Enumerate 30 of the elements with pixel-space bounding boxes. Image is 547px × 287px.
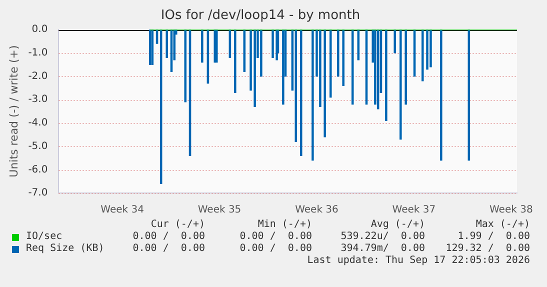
- text: 1.99 / 0.00: [458, 231, 530, 243]
- x-tick-label: Week 36: [295, 204, 338, 216]
- y-axis-title: Units read (-) / write (+): [7, 45, 20, 178]
- x-tick-label: Week 34: [100, 204, 144, 216]
- text: 0.00 / 0.00: [240, 243, 312, 255]
- text: 539.22u/ 0.00: [340, 231, 425, 243]
- y-tick-label: -5.0: [28, 140, 48, 152]
- text: 129.32 / 0.00: [446, 243, 530, 255]
- text: 0.00 / 0.00: [132, 231, 205, 243]
- text: 0.00 / 0.00: [240, 231, 312, 243]
- x-tick-label: Week 38: [490, 204, 533, 216]
- y-tick-label: -6.0: [28, 164, 48, 176]
- x-tick-label: Week 35: [198, 204, 242, 216]
- y-tick-label: -7.0: [28, 188, 48, 199]
- text: Max (-/+): [476, 219, 530, 231]
- legend-label: Req Size (KB): [26, 243, 104, 255]
- legend-label: IO/sec: [26, 231, 62, 243]
- chart-title: IOs for /dev/loop14 - by month: [160, 8, 360, 24]
- y-tick-label: -2.0: [28, 70, 48, 82]
- text: Avg (-/+): [370, 219, 425, 231]
- x-tick-label: Week 37: [392, 204, 436, 216]
- text: Cur (-/+): [150, 219, 205, 231]
- y-tick-label: -1.0: [28, 48, 48, 59]
- text: 0.00 / 0.00: [132, 243, 205, 255]
- y-tick-label: -3.0: [28, 94, 48, 106]
- text: 394.79m/ 0.00: [340, 243, 425, 255]
- text: Last update: Thu Sep 17 22:05:03 2026: [307, 255, 530, 267]
- y-tick-label: 0.0: [32, 24, 48, 36]
- y-tick-label: -4.0: [28, 118, 48, 129]
- text: Min (-/+): [258, 219, 312, 231]
